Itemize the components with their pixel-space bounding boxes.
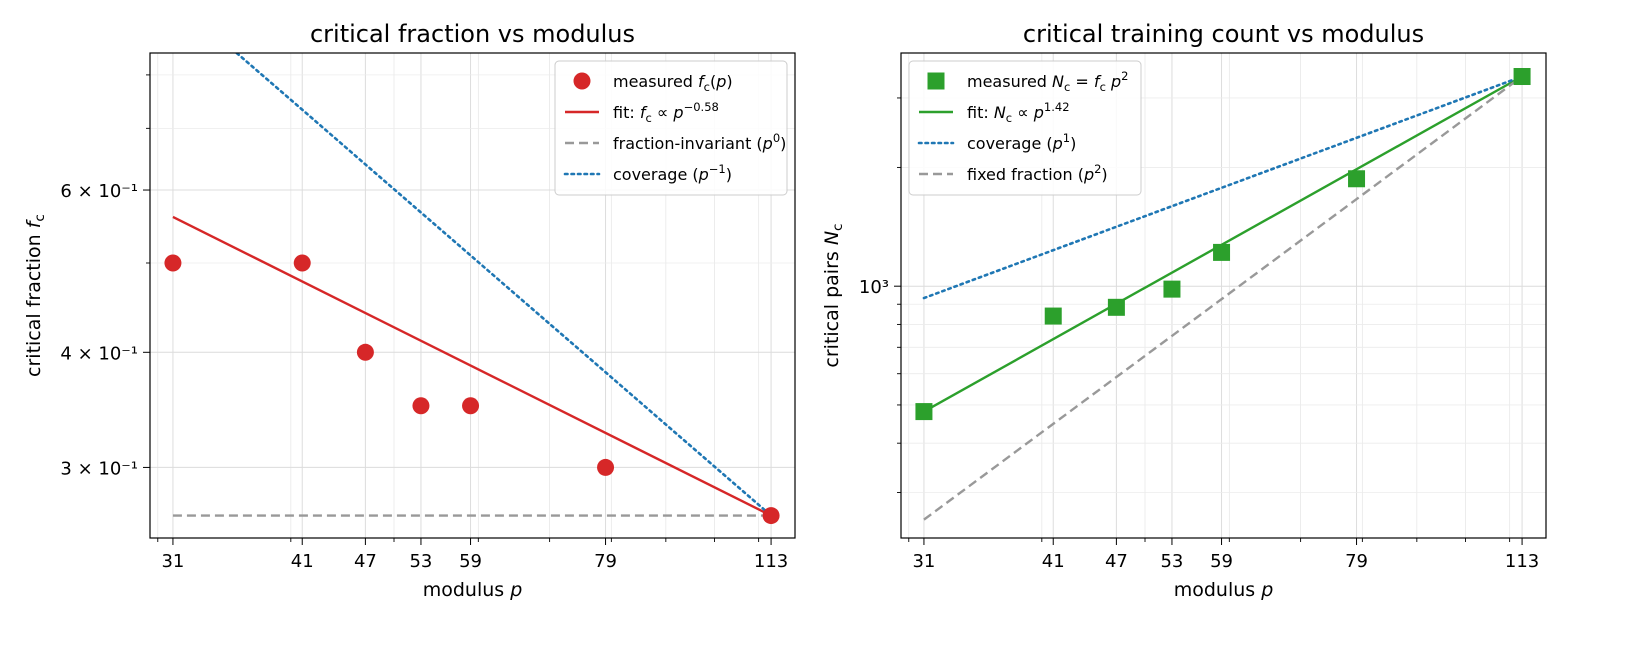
x-tick-label: 41	[1042, 551, 1065, 572]
ticks-fraction: 31 41 47 53 59 79 113 3 × 10⁻¹ 4 × 10⁻¹ 6 × 10⁻¹	[60, 74, 788, 572]
legend-label-fraction: measured fc​(p)	[613, 72, 733, 94]
x-tick-label: 41	[291, 551, 314, 572]
legend-box-count	[908, 60, 1142, 196]
y-tick-label: 10³	[859, 277, 889, 298]
y-tick-label: 4 × 10⁻¹	[60, 343, 138, 364]
legend-label-count: measured Nc​ = fc​ p2​	[967, 69, 1128, 94]
legend-marker-count	[927, 72, 945, 90]
x-tick-label: 47	[1105, 551, 1128, 572]
ticks-count: 31 41 47 53 59 79 113 10³	[859, 97, 1539, 572]
x-tick-label: 113	[1505, 551, 1539, 572]
x-tick-label: 31	[161, 551, 184, 572]
legend-label-count: fixed fraction (p2​)	[967, 162, 1108, 184]
legend-box-fraction	[554, 60, 788, 196]
data-point-fraction	[762, 507, 780, 525]
legend-marker-fraction	[573, 72, 591, 90]
y-axis-label-count: critical pairs Nc​	[821, 223, 846, 367]
x-tick-label: 53	[1160, 551, 1183, 572]
data-point-count	[1107, 298, 1125, 316]
plot-frame-fraction	[149, 52, 796, 539]
legend-label-count: coverage (p1​)	[967, 131, 1076, 153]
data-point-count	[1348, 170, 1366, 188]
legend-label-fraction: coverage (p−1​)	[613, 162, 732, 184]
x-tick-label: 47	[354, 551, 377, 572]
data-point-fraction	[597, 458, 615, 476]
data-point-fraction	[412, 397, 430, 415]
series-line-fraction	[172, 215, 772, 517]
x-tick-label: 59	[459, 551, 482, 572]
data-point-fraction	[293, 254, 311, 272]
legend-count: measured Nc​ = fc​ p2​ fit: Nc​ ∝ p1.42​ c…	[908, 60, 1142, 196]
y-tick-label: 3 × 10⁻¹	[60, 458, 138, 479]
series-line-count	[923, 75, 1523, 521]
data-point-fraction	[462, 397, 480, 415]
x-axis-label-count: modulus p	[1174, 579, 1274, 601]
legend-label-fraction: fraction-invariant (p0​)	[613, 131, 786, 153]
x-tick-label: 31	[912, 551, 935, 572]
y-tick-label: 6 × 10⁻¹	[60, 181, 138, 202]
marks-fraction	[164, 53, 780, 525]
x-tick-label: 53	[409, 551, 432, 572]
data-point-fraction	[164, 254, 182, 272]
data-point-count	[1213, 243, 1231, 261]
series-line-count	[922, 75, 1524, 300]
legend-label-count: fit: Nc​ ∝ p1.42​	[967, 100, 1070, 125]
data-point-count	[1044, 307, 1062, 325]
series-line-fraction	[234, 53, 773, 517]
legend-label-fraction: fit: fc​ ∝ p−0.58​	[613, 100, 719, 125]
x-tick-label: 113	[754, 551, 788, 572]
x-tick-label: 79	[1345, 551, 1368, 572]
marks-count	[915, 68, 1531, 521]
grid-count	[901, 53, 1546, 538]
chart-panel-count: 31 41 47 53 59 79 113 10³ critical training cou…	[821, 20, 1547, 601]
data-point-fraction	[356, 343, 374, 361]
x-axis-label-fraction: modulus p	[423, 579, 523, 601]
x-tick-label: 59	[1210, 551, 1233, 572]
data-point-count	[1163, 280, 1181, 298]
chart-title-count: critical training count vs modulus	[1023, 20, 1424, 48]
y-axis-label-fraction: critical fraction fc​	[23, 214, 48, 377]
plot-frame-count	[900, 52, 1547, 539]
x-tick-label: 79	[594, 551, 617, 572]
data-point-count	[1513, 68, 1531, 86]
chart-title-fraction: critical fraction vs modulus	[310, 20, 635, 48]
data-point-count	[915, 403, 933, 421]
legend-fraction: measured fc​(p) fit: fc​ ∝ p−0.58​ fractio…	[554, 60, 788, 196]
